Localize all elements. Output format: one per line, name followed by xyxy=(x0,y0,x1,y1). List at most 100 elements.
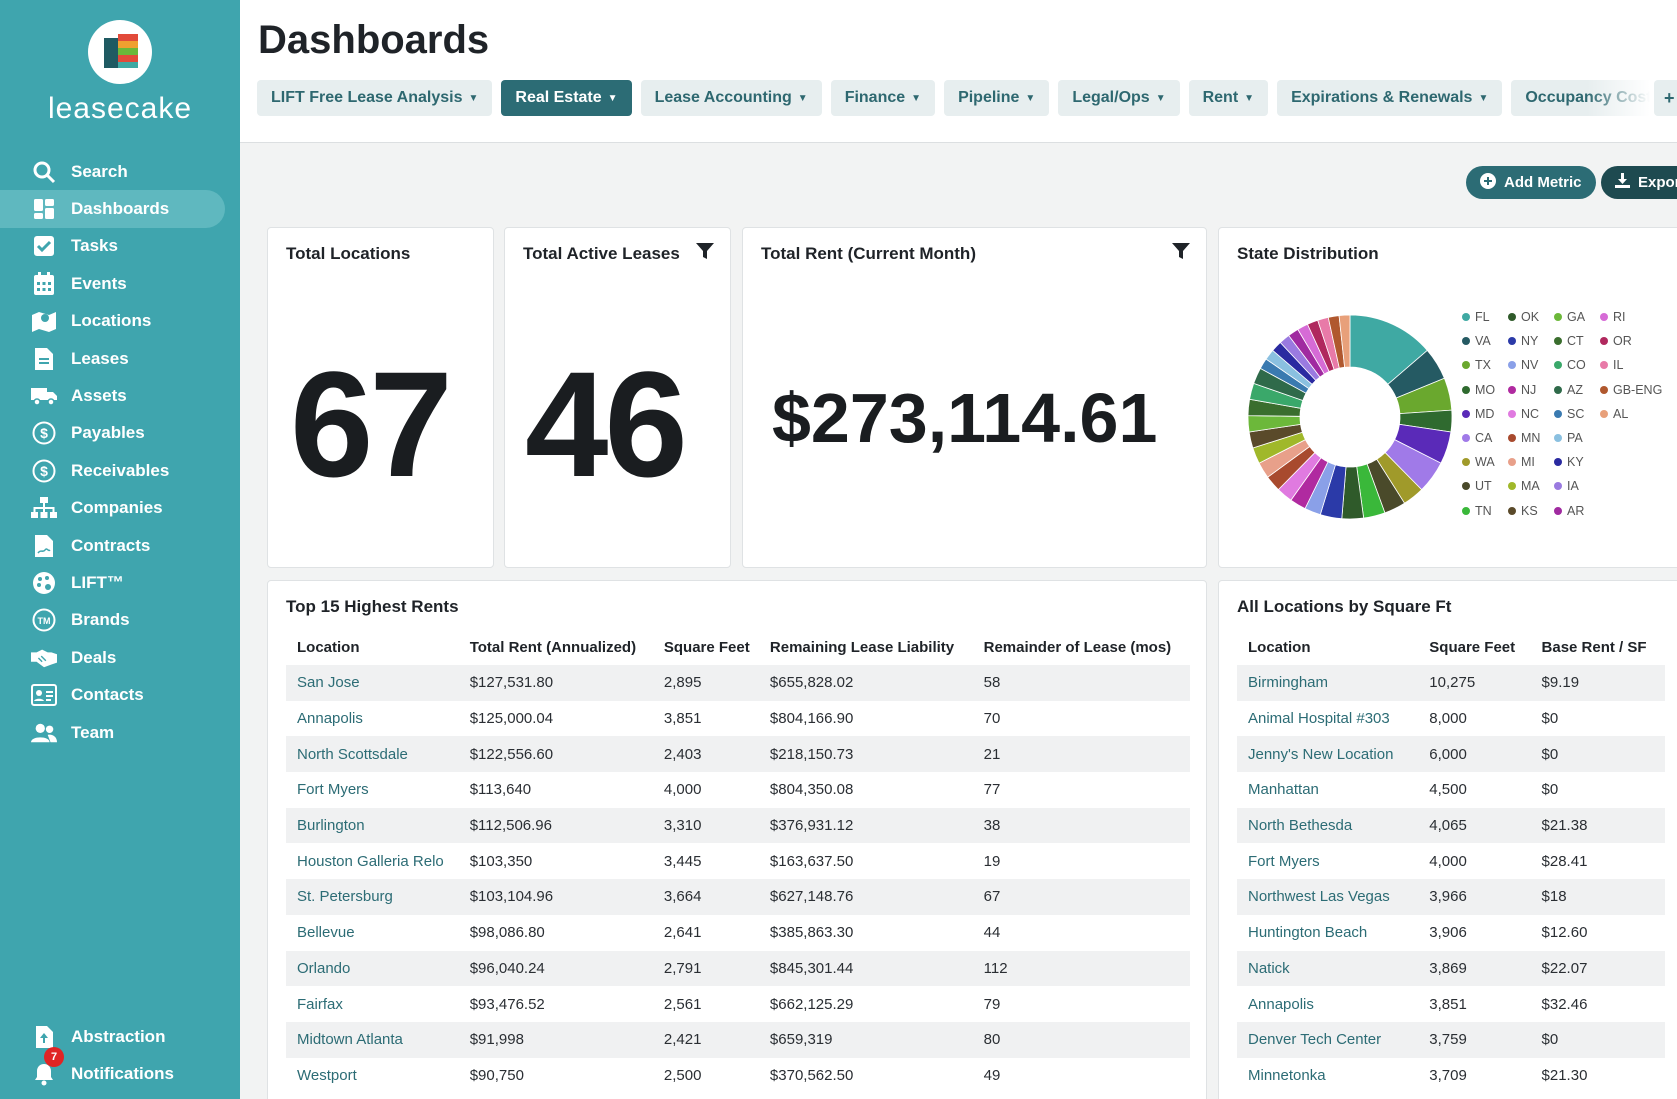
table-row[interactable]: Northwest Las Vegas 3,966 $18 xyxy=(1237,879,1665,915)
legend-item[interactable]: OR xyxy=(1600,334,1646,348)
location-link[interactable]: Manhattan xyxy=(1248,781,1319,799)
sidebar-item-team[interactable]: Team xyxy=(0,714,240,751)
location-link[interactable]: Westport xyxy=(297,1066,357,1084)
location-link[interactable]: Annapolis xyxy=(1248,995,1314,1013)
location-link[interactable]: Bellevue xyxy=(297,924,355,942)
sidebar-item-receivables[interactable]: $ Receivables xyxy=(0,452,240,489)
sidebar-item-companies[interactable]: Companies xyxy=(0,490,240,527)
legend-item[interactable]: GA xyxy=(1554,310,1600,324)
table-row[interactable]: Birmingham 10,275 $9.19 xyxy=(1237,665,1665,701)
location-link[interactable]: Fort Myers xyxy=(1248,852,1320,870)
sidebar-item-search[interactable]: Search xyxy=(0,153,240,190)
location-link[interactable]: Annapolis xyxy=(297,710,363,728)
sidebar-item-contracts[interactable]: Contracts xyxy=(0,527,240,564)
location-link[interactable]: Minnetonka xyxy=(1248,1066,1326,1084)
legend-item[interactable]: IA xyxy=(1554,479,1600,493)
legend-item[interactable]: TX xyxy=(1462,358,1508,372)
location-link[interactable]: Birmingham xyxy=(1237,665,1419,701)
location-link[interactable]: Orlando xyxy=(286,950,459,987)
legend-item[interactable]: NC xyxy=(1508,407,1554,421)
table-row[interactable]: Westport $90,750 2,500 $370,562.50 49 xyxy=(286,1058,1190,1094)
table-row[interactable]: Burlington $112,506.96 3,310 $376,931.12 38 xyxy=(286,807,1190,844)
legend-item[interactable]: AZ xyxy=(1554,383,1600,397)
table-row[interactable]: Fairfax $93,476.52 2,561 $662,125.29 79 xyxy=(286,986,1190,1022)
column-header[interactable]: Location xyxy=(1248,638,1311,656)
tab-finance[interactable]: Finance ▼ xyxy=(830,80,936,116)
table-row[interactable]: Animal Hospital #303 8,000 $0 xyxy=(1237,701,1665,737)
table-row[interactable]: Natick 3,869 $22.07 xyxy=(1237,950,1665,987)
table-row[interactable]: Fort Myers $113,640 4,000 $804,350.08 77 xyxy=(286,772,1190,808)
legend-item[interactable]: MA xyxy=(1508,479,1554,493)
location-link[interactable]: Natick xyxy=(1237,950,1419,987)
legend-item[interactable]: AL xyxy=(1600,407,1646,421)
tab-rent[interactable]: Rent ▼ xyxy=(1188,80,1269,116)
legend-item[interactable]: UT xyxy=(1462,479,1508,493)
sidebar-item-notifications[interactable]: 7 Notifications xyxy=(0,1047,240,1092)
table-row[interactable]: St. Petersburg $103,104.96 3,664 $627,148.7… xyxy=(286,879,1190,915)
location-link[interactable]: San Jose xyxy=(286,665,459,701)
export-button[interactable]: Export xyxy=(1601,166,1677,199)
table-row[interactable]: Minnetonka 3,709 $21.30 xyxy=(1237,1058,1665,1094)
legend-item[interactable]: CA xyxy=(1462,431,1508,445)
table-row[interactable]: Annapolis $125,000.04 3,851 $804,166.90 70 xyxy=(286,701,1190,737)
table-row[interactable]: Annapolis 3,851 $32.46 xyxy=(1237,986,1665,1022)
tab-real-estate[interactable]: Real Estate ▼ xyxy=(501,80,632,116)
location-link[interactable]: Northwest Las Vegas xyxy=(1237,879,1419,915)
logo[interactable]: leasecake xyxy=(0,20,240,126)
legend-item[interactable]: NY xyxy=(1508,334,1554,348)
table-row[interactable]: Fort Myers 4,000 $28.41 xyxy=(1237,843,1665,879)
column-header[interactable]: Square Feet xyxy=(1429,638,1516,656)
sidebar-item-leases[interactable]: Leases xyxy=(0,340,240,377)
column-header[interactable]: Square Feet xyxy=(663,638,750,656)
table-row[interactable]: North Bethesda 4,065 $21.38 xyxy=(1237,807,1665,844)
legend-item[interactable]: GB-ENG xyxy=(1600,383,1662,397)
sidebar-item-events[interactable]: Events xyxy=(0,265,240,302)
location-link[interactable]: Burlington xyxy=(286,807,459,844)
sidebar-item-tasks[interactable]: Tasks xyxy=(0,228,240,265)
add-dashboard-tab-button[interactable]: + xyxy=(1654,80,1677,116)
location-link[interactable]: Fort Myers xyxy=(297,781,369,799)
sidebar-item-payables[interactable]: $ Payables xyxy=(0,415,240,452)
column-header[interactable]: Location xyxy=(297,638,360,656)
add-metric-button[interactable]: Add Metric xyxy=(1466,166,1596,199)
legend-item[interactable]: TN xyxy=(1462,504,1508,518)
legend-item[interactable]: WA xyxy=(1462,455,1508,469)
sidebar-item-deals[interactable]: Deals xyxy=(0,639,240,676)
legend-item[interactable]: KY xyxy=(1554,455,1600,469)
table-row[interactable]: Bellevue $98,086.80 2,641 $385,863.30 44 xyxy=(286,915,1190,951)
legend-item[interactable]: MN xyxy=(1508,431,1554,445)
tab-pipeline[interactable]: Pipeline ▼ xyxy=(944,80,1050,116)
sidebar-item-assets[interactable]: Assets xyxy=(0,377,240,414)
table-row[interactable]: Manhattan 4,500 $0 xyxy=(1237,772,1665,808)
legend-item[interactable]: NV xyxy=(1508,358,1554,372)
legend-item[interactable]: CO xyxy=(1554,358,1600,372)
filter-icon[interactable] xyxy=(696,242,714,265)
location-link[interactable]: St. Petersburg xyxy=(286,879,459,915)
tab-lift-free-lease-analysis[interactable]: LIFT Free Lease Analysis ▼ xyxy=(257,80,493,116)
column-header[interactable]: Remainder of Lease (mos) xyxy=(983,638,1172,656)
column-header[interactable]: Remaining Lease Liability xyxy=(769,638,955,656)
location-link[interactable]: Animal Hospital #303 xyxy=(1248,710,1390,728)
legend-item[interactable]: NJ xyxy=(1508,383,1554,397)
table-row[interactable]: Houston Galleria Relo $103,350 3,445 $163,6… xyxy=(286,843,1190,879)
location-link[interactable]: Midtown Atlanta xyxy=(286,1021,459,1058)
legend-item[interactable]: RI xyxy=(1600,310,1646,324)
sidebar-item-dashboards[interactable]: Dashboards xyxy=(0,190,225,228)
sidebar-item-contacts[interactable]: Contacts xyxy=(0,676,240,713)
legend-item[interactable]: PA xyxy=(1554,431,1600,445)
location-link[interactable]: Houston Galleria Relo xyxy=(297,852,444,870)
column-header[interactable]: Total Rent (Annualized) xyxy=(469,638,637,656)
legend-item[interactable]: AR xyxy=(1554,504,1600,518)
sidebar-item-abstraction[interactable]: Abstraction xyxy=(0,1018,240,1055)
table-row[interactable]: Huntington Beach 3,906 $12.60 xyxy=(1237,915,1665,951)
sidebar-item-lift[interactable]: LIFT™ xyxy=(0,564,240,601)
location-link[interactable]: Huntington Beach xyxy=(1248,924,1368,942)
legend-item[interactable]: CT xyxy=(1554,334,1600,348)
legend-item[interactable]: IL xyxy=(1600,358,1646,372)
location-link[interactable]: Jenny's New Location xyxy=(1237,736,1419,773)
legend-item[interactable]: VA xyxy=(1462,334,1508,348)
sidebar-item-brands[interactable]: TM Brands xyxy=(0,602,240,639)
legend-item[interactable]: SC xyxy=(1554,407,1600,421)
legend-item[interactable]: MO xyxy=(1462,383,1508,397)
location-link[interactable]: North Bethesda xyxy=(1237,807,1419,844)
